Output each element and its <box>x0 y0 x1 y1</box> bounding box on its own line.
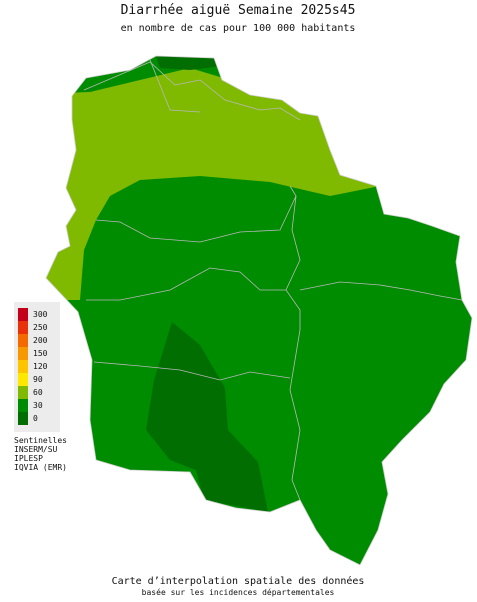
legend-value: 90 <box>33 375 43 384</box>
legend-value: 300 <box>33 310 48 319</box>
legend-value: 250 <box>33 323 48 332</box>
map-subtitle: en nombre de cas pour 100 000 habitants <box>121 23 356 34</box>
source-label: Sentinelles <box>14 436 67 445</box>
legend-value: 120 <box>33 362 48 371</box>
footer-note: basée sur les incidences départementales <box>142 587 335 597</box>
legend-swatch <box>18 347 28 360</box>
border <box>83 61 301 121</box>
legend-swatch <box>18 360 28 373</box>
legend-value: 200 <box>33 336 48 345</box>
border <box>86 267 286 301</box>
zone-0-north <box>150 56 230 70</box>
legend-swatch <box>18 412 28 425</box>
footer-line: Carte d’interpolation spatiale des donné… <box>112 575 365 587</box>
region-outline <box>45 55 473 566</box>
legend-swatch <box>18 321 28 334</box>
legend-swatch <box>18 308 28 321</box>
border <box>93 361 291 381</box>
source-label: INSERM/SU <box>14 445 58 454</box>
legend-value: 60 <box>33 388 43 397</box>
legend-value: 150 <box>33 349 48 358</box>
interpolated-map <box>46 56 472 565</box>
legend-swatch <box>18 334 28 347</box>
zone-30-north <box>46 56 472 95</box>
legend-value: 30 <box>33 401 43 410</box>
border <box>149 59 201 113</box>
legend-swatch <box>18 399 28 412</box>
source-label: IQVIA (EMR) <box>14 463 67 472</box>
border <box>299 281 463 301</box>
source-label: IPLESP <box>14 454 43 463</box>
border <box>95 185 297 243</box>
legend-swatch <box>18 386 28 399</box>
border <box>285 195 301 501</box>
department-borders <box>45 55 473 566</box>
map-title: Diarrhée aiguë Semaine 2025s45 <box>121 3 356 18</box>
legend-value: 0 <box>33 414 38 423</box>
legend-swatch <box>18 373 28 386</box>
